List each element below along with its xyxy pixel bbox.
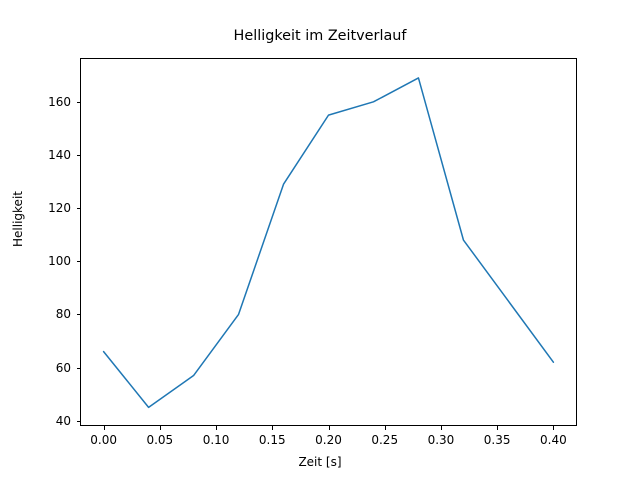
chart-title: Helligkeit im Zeitverlauf xyxy=(233,28,407,44)
x-tick-label: 0.20 xyxy=(315,433,342,447)
x-tick-label: 0.10 xyxy=(202,433,230,447)
y-tick-label: 40 xyxy=(55,413,71,428)
y-axis-label: Helligkeit xyxy=(11,191,25,247)
y-tick-label: 60 xyxy=(55,360,71,375)
x-tick-mark xyxy=(328,426,330,430)
x-tick-label: 0.00 xyxy=(90,433,117,447)
line-plot xyxy=(102,77,555,409)
x-tick-label: 0.35 xyxy=(483,433,511,447)
data-series-line xyxy=(102,77,555,409)
y-tick-mark xyxy=(76,261,80,263)
y-tick-label: 100 xyxy=(48,254,71,269)
y-tick-mark xyxy=(76,314,80,316)
x-tick-mark xyxy=(384,426,386,430)
y-tick-mark xyxy=(76,154,80,156)
x-tick-mark xyxy=(159,426,161,430)
x-tick-mark xyxy=(272,426,274,430)
y-tick-label: 80 xyxy=(55,307,71,322)
y-tick-label: 140 xyxy=(48,147,71,162)
y-tick-mark xyxy=(76,208,80,210)
y-tick-label: 160 xyxy=(48,94,71,109)
plot-axes-frame xyxy=(80,58,577,426)
x-axis-label: Zeit [s] xyxy=(298,455,342,469)
x-tick-mark xyxy=(216,426,218,430)
y-tick-mark xyxy=(76,420,80,422)
y-tick-mark xyxy=(76,367,80,369)
x-tick-label: 0.40 xyxy=(540,433,567,447)
x-tick-label: 0.05 xyxy=(146,433,174,447)
y-tick-mark xyxy=(76,101,80,103)
x-tick-label: 0.15 xyxy=(258,433,286,447)
x-tick-mark xyxy=(440,426,442,430)
y-tick-label: 120 xyxy=(48,201,71,216)
x-tick-mark xyxy=(103,426,105,430)
x-tick-mark xyxy=(553,426,555,430)
x-tick-label: 0.30 xyxy=(427,433,455,447)
x-tick-mark xyxy=(497,426,499,430)
x-tick-label: 0.25 xyxy=(371,433,399,447)
